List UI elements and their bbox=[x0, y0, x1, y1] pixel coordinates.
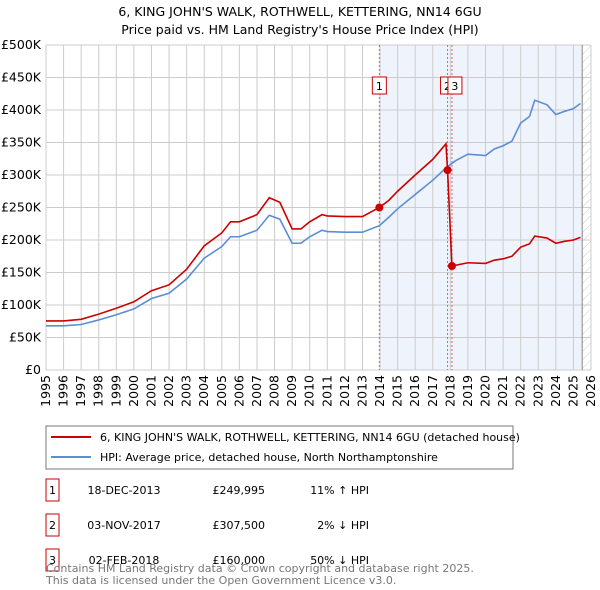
x-tick-label: 1999 bbox=[108, 375, 123, 407]
x-tick-label: 2006 bbox=[231, 375, 246, 407]
sale-label-1: 1 bbox=[376, 80, 383, 93]
sale-point-2 bbox=[443, 166, 452, 175]
sale-row-number: 3 bbox=[49, 554, 56, 567]
sale-row-date: 02-FEB-2018 bbox=[89, 554, 160, 567]
legend bbox=[45, 425, 514, 470]
x-tick-label: 2019 bbox=[460, 375, 475, 407]
sale-row-number: 1 bbox=[49, 484, 56, 497]
y-tick-label: £350K bbox=[1, 135, 42, 150]
sale-row-hpi: 11% ↑ HPI bbox=[310, 484, 369, 497]
x-tick-label: 2017 bbox=[425, 375, 440, 407]
x-tick-label: 2003 bbox=[179, 375, 194, 407]
x-tick-label: 1998 bbox=[91, 375, 106, 407]
x-tick-label: 2022 bbox=[513, 375, 528, 407]
chart-subtitle: Price paid vs. HM Land Registry's House … bbox=[121, 22, 478, 37]
x-tick-label: 2009 bbox=[284, 375, 299, 407]
x-tick-label: 2002 bbox=[161, 375, 176, 407]
x-tick-label: 2001 bbox=[143, 375, 158, 407]
sale-row-number: 2 bbox=[49, 519, 56, 532]
chart-title: 6, KING JOHN'S WALK, ROTHWELL, KETTERING… bbox=[118, 4, 481, 19]
sale-row-badge bbox=[45, 478, 60, 502]
x-tick-label: 2000 bbox=[126, 375, 141, 407]
x-tick-label: 2018 bbox=[442, 375, 457, 407]
y-tick-label: £300K bbox=[1, 167, 42, 182]
sale-label-box-3 bbox=[447, 76, 463, 95]
sale-row-price: £249,995 bbox=[213, 484, 266, 497]
x-tick-label: 2016 bbox=[407, 375, 422, 407]
y-tick-label: £200K bbox=[1, 232, 42, 247]
y-tick-label: £150K bbox=[1, 265, 42, 280]
sale-row-price: £307,500 bbox=[213, 519, 266, 532]
sale-row-badge bbox=[45, 548, 60, 572]
x-tick-label: 2010 bbox=[302, 375, 317, 407]
x-tick-label: 2012 bbox=[337, 375, 352, 407]
footer-copyright: Contains HM Land Registry data © Crown c… bbox=[46, 562, 474, 575]
y-tick-label: £100K bbox=[1, 297, 42, 312]
y-tick-label: £50K bbox=[9, 330, 42, 345]
y-tick-label: £450K bbox=[1, 70, 42, 85]
x-tick-label: 2005 bbox=[214, 375, 229, 407]
x-tick-label: 2014 bbox=[372, 375, 387, 407]
x-tick-label: 2020 bbox=[478, 375, 493, 407]
x-tick-label: 2025 bbox=[565, 375, 580, 407]
x-tick-label: 2011 bbox=[319, 375, 334, 407]
footer-licence: This data is licensed under the Open Gov… bbox=[45, 574, 396, 587]
legend-property: 6, KING JOHN'S WALK, ROTHWELL, KETTERING… bbox=[100, 431, 520, 444]
x-tick-label: 2015 bbox=[390, 375, 405, 407]
x-tick-label: 2007 bbox=[249, 375, 264, 407]
y-tick-label: £0 bbox=[25, 362, 41, 377]
y-tick-label: £250K bbox=[1, 200, 42, 215]
x-tick-label: 1995 bbox=[38, 375, 53, 407]
x-tick-label: 2026 bbox=[583, 375, 598, 407]
sale-label-box-1 bbox=[371, 76, 387, 95]
legend-hpi: HPI: Average price, detached house, Nort… bbox=[100, 451, 438, 464]
x-tick-label: 1996 bbox=[56, 375, 71, 407]
hpi-line bbox=[46, 99, 581, 327]
x-tick-label: 1997 bbox=[73, 375, 88, 407]
y-tick-label: £400K bbox=[1, 102, 42, 117]
x-tick-label: 2024 bbox=[548, 375, 563, 407]
sale-row-badge bbox=[45, 513, 60, 537]
x-tick-label: 2004 bbox=[196, 375, 211, 407]
sale-row-hpi: 50% ↓ HPI bbox=[310, 554, 369, 567]
x-tick-label: 2008 bbox=[267, 375, 282, 407]
sale-point-1 bbox=[375, 203, 384, 212]
sale-row-hpi: 2% ↓ HPI bbox=[317, 519, 369, 532]
x-tick-label: 2021 bbox=[495, 375, 510, 407]
sale-row-date: 03-NOV-2017 bbox=[87, 519, 161, 532]
sale-row-price: £160,000 bbox=[213, 554, 266, 567]
sale-point-3 bbox=[447, 262, 456, 270]
sale-row-date: 18-DEC-2013 bbox=[87, 484, 160, 497]
price-paid-line bbox=[46, 141, 581, 322]
x-tick-label: 2013 bbox=[354, 375, 369, 407]
x-tick-label: 2023 bbox=[530, 375, 545, 407]
sale-label-3: 3 bbox=[451, 80, 458, 93]
y-tick-label: £500K bbox=[1, 37, 42, 52]
